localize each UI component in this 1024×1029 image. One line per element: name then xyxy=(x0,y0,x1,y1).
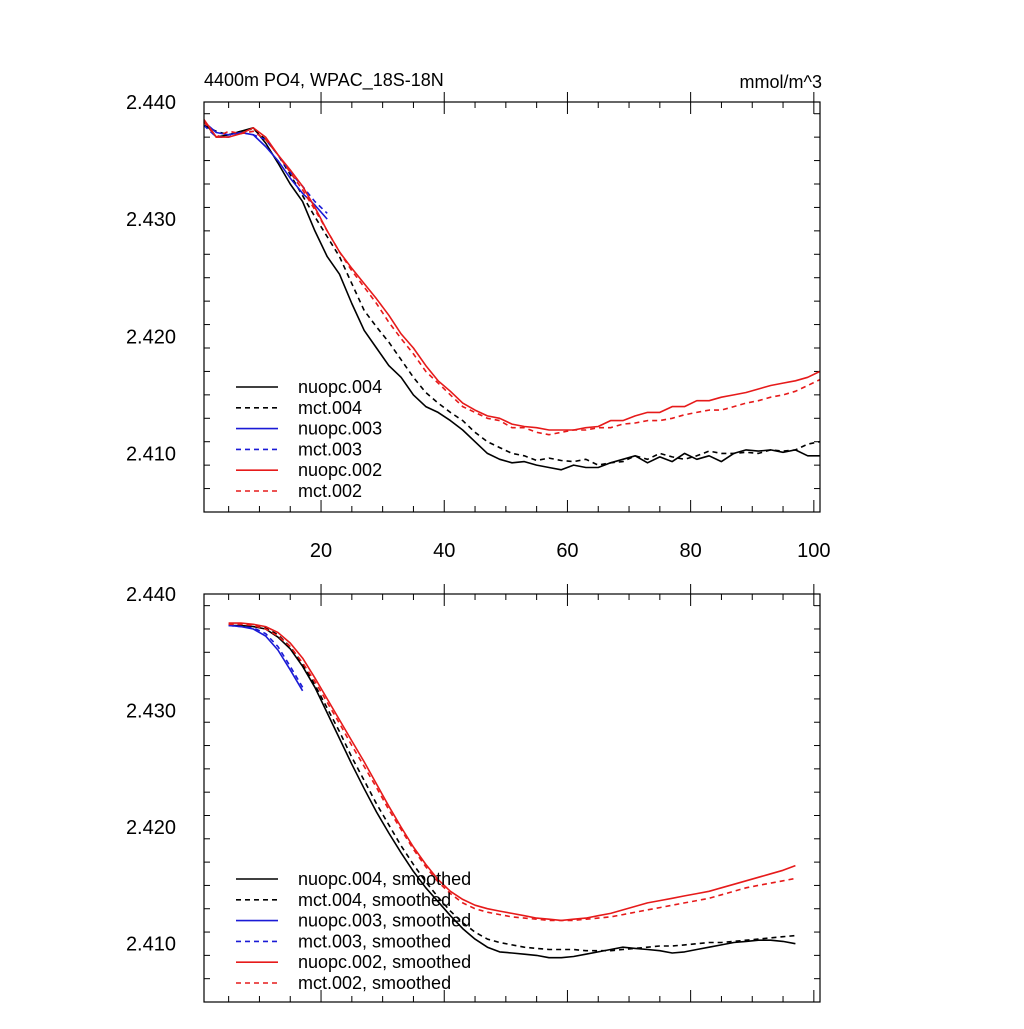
x-tick-label: 60 xyxy=(556,540,578,562)
x-tick-label: 80 xyxy=(680,540,702,562)
x-tick-label: 100 xyxy=(797,540,830,562)
x-tick-labels: 20 40 60 80 100 xyxy=(310,540,831,562)
series-line-mct-004 xyxy=(203,124,821,466)
y-tick-label: 2.420 xyxy=(126,326,176,348)
plot-frame xyxy=(203,101,821,513)
legend-entry: nuopc.003, smoothed xyxy=(236,911,471,931)
axes-ticks xyxy=(204,92,820,513)
x-tick-label: 20 xyxy=(310,540,332,562)
legend-label: nuopc.002 xyxy=(298,460,382,480)
legend-entry: mct.004 xyxy=(236,398,362,418)
series-lines xyxy=(203,119,821,471)
bottom-panel: 2.440 2.430 2.420 2.410 nuopc.004, smoot… xyxy=(126,584,821,1003)
legend-entry: mct.003 xyxy=(236,439,362,459)
legend-entry: nuopc.004, smoothed xyxy=(236,869,471,889)
y-tick-label: 2.430 xyxy=(126,701,176,723)
y-tick-labels: 2.440 2.430 2.420 2.410 xyxy=(126,92,176,465)
axes-ticks xyxy=(204,584,820,1003)
legend-label: nuopc.003, smoothed xyxy=(298,911,471,931)
series-line-nuopc-003-smoothed xyxy=(228,624,304,692)
y-tick-label: 2.440 xyxy=(126,92,176,114)
legend-entry: mct.003, smoothed xyxy=(236,931,451,951)
legend-label: mct.004 xyxy=(298,398,362,418)
y-tick-label: 2.440 xyxy=(126,584,176,606)
legend-entry: mct.004, smoothed xyxy=(236,890,451,910)
legend: nuopc.004, smoothed mct.004, smoothed nu… xyxy=(236,869,471,993)
plot-frame xyxy=(203,593,821,1003)
legend-entry: nuopc.002 xyxy=(236,460,382,480)
chart-title: 4400m PO4, WPAC_18S-18N xyxy=(204,70,444,91)
y-tick-label: 2.430 xyxy=(126,209,176,231)
series-line-mct-003-smoothed xyxy=(228,624,304,688)
legend-entry: nuopc.004 xyxy=(236,377,382,397)
legend-entry: nuopc.002, smoothed xyxy=(236,952,471,972)
legend-label: mct.003, smoothed xyxy=(298,931,451,951)
y-tick-label: 2.410 xyxy=(126,443,176,465)
legend-entry: nuopc.003 xyxy=(236,419,382,439)
series-line-mct-002-smoothed xyxy=(228,623,796,922)
y-tick-labels: 2.440 2.430 2.420 2.410 xyxy=(126,584,176,956)
series-line-mct-004-smoothed xyxy=(228,623,796,952)
legend-label: mct.003 xyxy=(298,439,362,459)
legend-label: nuopc.002, smoothed xyxy=(298,952,471,972)
top-panel: 4400m PO4, WPAC_18S-18N mmol/m^3 2.440 2… xyxy=(126,70,831,562)
legend-entry: mct.002, smoothed xyxy=(236,973,451,993)
series-line-nuopc-004 xyxy=(203,121,820,471)
units-label: mmol/m^3 xyxy=(740,72,822,92)
y-tick-label: 2.410 xyxy=(126,934,176,956)
legend-label: nuopc.004, smoothed xyxy=(298,869,471,889)
legend: nuopc.004 mct.004 nuopc.003 mct.003 nuop… xyxy=(236,377,382,501)
x-tick-label: 40 xyxy=(433,540,455,562)
legend-entry: mct.002 xyxy=(236,481,362,501)
series-lines xyxy=(228,622,796,959)
series-line-nuopc-004-smoothed xyxy=(228,624,796,959)
series-line-nuopc-002-smoothed xyxy=(228,622,796,922)
legend-label: mct.004, smoothed xyxy=(298,890,451,910)
series-line-nuopc-002 xyxy=(203,119,821,431)
legend-label: mct.002 xyxy=(298,481,362,501)
legend-label: nuopc.003 xyxy=(298,419,382,439)
legend-label: nuopc.004 xyxy=(298,377,382,397)
legend-label: mct.002, smoothed xyxy=(298,973,451,993)
series-line-mct-002 xyxy=(203,121,821,436)
y-tick-label: 2.420 xyxy=(126,817,176,839)
